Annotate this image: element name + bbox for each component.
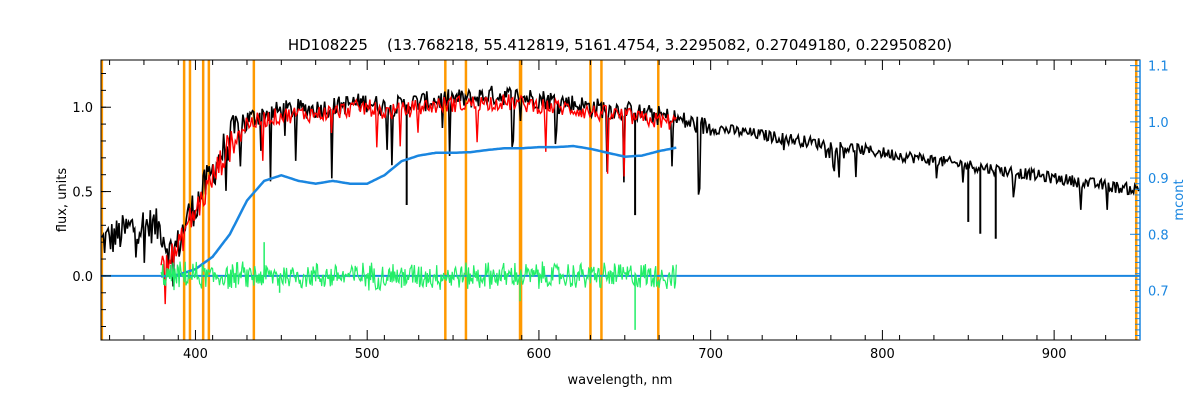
y-tick-label: 0.5 [72, 186, 93, 201]
model-flux-line [160, 94, 677, 305]
y-right-tick-label: 0.9 [1148, 172, 1169, 187]
x-tick-label: 600 [527, 347, 552, 362]
residuals-series [160, 242, 677, 330]
chart-title: HD108225 (13.768218, 55.412819, 5161.475… [288, 36, 952, 54]
y-tick-label: 0.0 [72, 270, 93, 285]
y-axis-label: flux, units [55, 168, 70, 233]
y-right-tick-label: 0.7 [1148, 285, 1169, 300]
plot-area [101, 60, 1140, 340]
model-flux-series [160, 94, 677, 305]
x-tick-label: 900 [1042, 347, 1067, 362]
y-axis-right: 0.7 0.8 0.9 1.0 1.1 [1130, 60, 1169, 340]
plot-frame [100, 59, 1141, 341]
y-right-tick-label: 1.1 [1148, 60, 1169, 75]
x-axis-label: wavelength, nm [568, 373, 673, 388]
x-axis: 400 500 600 700 800 900 [109, 60, 1141, 362]
x-tick-label: 400 [183, 347, 208, 362]
continuum-model-line [160, 144, 677, 278]
x-tick-label: 800 [870, 347, 895, 362]
x-tick-label: 500 [355, 347, 380, 362]
y-axis-left: 0.0 0.5 1.0 [72, 72, 111, 328]
x-tick-label: 700 [698, 347, 723, 362]
y-right-tick-label: 1.0 [1148, 116, 1169, 131]
residuals-line [160, 261, 677, 292]
y-right-tick-label: 0.8 [1148, 228, 1169, 243]
y-tick-label: 1.0 [72, 101, 93, 116]
continuum-series [101, 144, 1140, 278]
y-axis-right-label: mcont [1172, 179, 1187, 220]
